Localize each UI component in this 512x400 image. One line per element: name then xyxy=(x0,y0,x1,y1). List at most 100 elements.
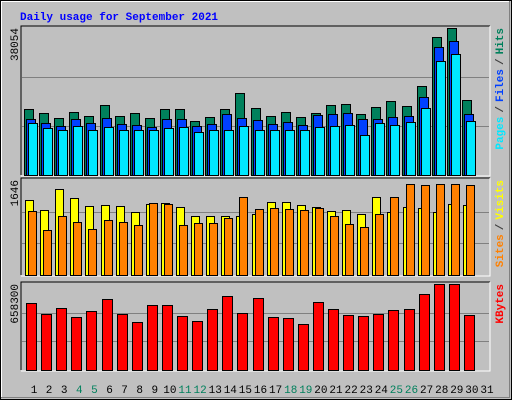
bar xyxy=(119,130,129,176)
bar xyxy=(283,318,294,371)
x-tick-label: 11 xyxy=(178,385,192,397)
x-tick-label: 26 xyxy=(405,385,418,397)
bar xyxy=(88,130,98,176)
x-tick-label: 31 xyxy=(480,385,494,397)
bar xyxy=(270,130,280,176)
x-tick-label: 30 xyxy=(465,385,478,397)
bar xyxy=(298,324,309,371)
bar xyxy=(239,126,249,176)
x-tick-label: 22 xyxy=(344,385,357,397)
bar xyxy=(224,218,233,276)
x-tick-label: 25 xyxy=(390,385,403,397)
legend-separator: / xyxy=(495,58,507,65)
bar xyxy=(71,317,82,371)
panel-bevel xyxy=(20,281,490,370)
x-tick-label: 14 xyxy=(224,385,238,397)
bar xyxy=(117,314,128,371)
bar xyxy=(134,225,143,276)
bar xyxy=(134,130,144,176)
x-tick-label: 10 xyxy=(163,385,176,397)
bar xyxy=(209,130,219,176)
bar xyxy=(253,298,264,371)
legend-entry: Sites xyxy=(495,234,507,267)
y-tick-label: 658300 xyxy=(10,284,22,324)
bar xyxy=(255,130,265,176)
bar xyxy=(404,309,415,371)
bar xyxy=(345,224,354,276)
bar xyxy=(300,130,310,176)
bar xyxy=(104,220,113,276)
y-tick-label: 1646 xyxy=(10,180,22,206)
bar xyxy=(343,315,354,371)
x-tick-label: 4 xyxy=(76,385,83,397)
x-tick-label: 18 xyxy=(284,385,297,397)
bar xyxy=(86,311,97,371)
x-tick-label: 17 xyxy=(269,385,282,397)
bar xyxy=(449,284,460,371)
bar xyxy=(285,209,294,276)
bar xyxy=(358,316,369,371)
bar xyxy=(270,208,279,276)
bar xyxy=(466,185,475,276)
bar xyxy=(451,54,461,176)
bar xyxy=(390,125,400,176)
bar xyxy=(73,126,83,176)
bar xyxy=(315,208,324,276)
bar xyxy=(373,314,384,371)
bar xyxy=(179,225,188,276)
bar xyxy=(268,317,279,371)
bar xyxy=(192,321,203,371)
bar xyxy=(388,310,399,371)
legend: Sites / Visits xyxy=(495,180,507,267)
bar xyxy=(360,227,369,276)
bar xyxy=(194,132,204,176)
x-tick-label: 20 xyxy=(314,385,327,397)
bar xyxy=(330,216,339,276)
legend-entry: Hits xyxy=(495,28,507,54)
bar xyxy=(164,204,173,276)
legend: Pages / Files / Hits xyxy=(495,28,507,150)
bar xyxy=(345,125,355,176)
bar xyxy=(73,222,82,276)
bar xyxy=(360,135,370,176)
panel-bevel xyxy=(20,25,490,175)
bar xyxy=(239,197,248,276)
bar xyxy=(406,122,416,176)
bar xyxy=(285,130,295,176)
bar xyxy=(300,210,309,276)
bar xyxy=(419,294,430,371)
bar xyxy=(330,126,340,176)
bar xyxy=(28,123,38,176)
bar xyxy=(194,223,203,276)
bar xyxy=(328,309,339,371)
legend: KBytes xyxy=(495,284,507,324)
bar xyxy=(132,322,143,371)
panel-bevel xyxy=(20,177,490,275)
legend-entry: KBytes xyxy=(495,284,507,324)
bar xyxy=(58,130,68,176)
bar xyxy=(421,108,431,176)
x-tick-label: 29 xyxy=(450,385,463,397)
bar xyxy=(41,314,52,371)
x-tick-label: 21 xyxy=(329,385,343,397)
bar xyxy=(104,127,114,176)
x-tick-label: 27 xyxy=(420,385,433,397)
bar xyxy=(177,316,188,371)
x-tick-label: 7 xyxy=(121,385,128,397)
bar xyxy=(237,313,248,371)
x-tick-label: 5 xyxy=(91,385,98,397)
x-tick-label: 8 xyxy=(136,385,143,397)
legend-entry: Visits xyxy=(495,180,507,220)
bar xyxy=(406,184,415,276)
bar xyxy=(224,130,234,176)
x-tick-label: 16 xyxy=(254,385,267,397)
bar xyxy=(375,123,385,176)
bar xyxy=(222,296,233,371)
legend-entry: Files xyxy=(495,69,507,102)
bar xyxy=(43,230,52,276)
x-tick-label: 6 xyxy=(106,385,113,397)
x-tick-label: 12 xyxy=(193,385,206,397)
x-tick-label: 15 xyxy=(239,385,252,397)
